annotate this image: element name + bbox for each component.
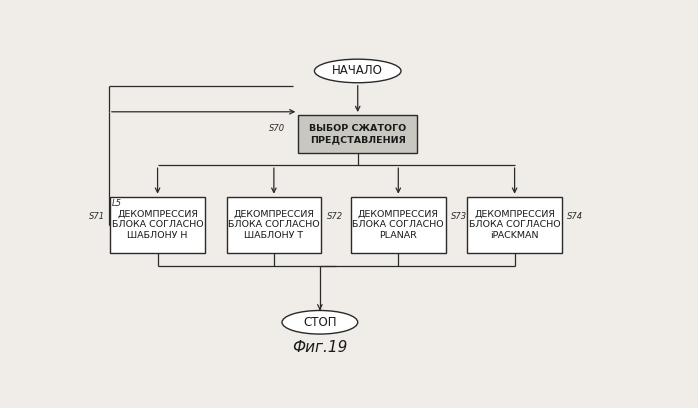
Text: S74: S74	[567, 212, 584, 221]
Text: S72: S72	[327, 212, 343, 221]
Text: ДЕКОМПРЕССИЯ
БЛОКА СОГЛАСНО
iPACKMAN: ДЕКОМПРЕССИЯ БЛОКА СОГЛАСНО iPACKMAN	[469, 209, 560, 240]
Text: ВЫБОР СЖАТОГО
ПРЕДСТАВЛЕНИЯ: ВЫБОР СЖАТОГО ПРЕДСТАВЛЕНИЯ	[309, 124, 406, 144]
Text: НАЧАЛО: НАЧАЛО	[332, 64, 383, 78]
FancyBboxPatch shape	[467, 197, 562, 253]
Text: СТОП: СТОП	[303, 316, 336, 329]
Text: S73: S73	[451, 212, 467, 221]
FancyBboxPatch shape	[227, 197, 321, 253]
FancyBboxPatch shape	[110, 197, 205, 253]
Text: ДЕКОМПРЕССИЯ
БЛОКА СОГЛАСНО
PLANAR: ДЕКОМПРЕССИЯ БЛОКА СОГЛАСНО PLANAR	[352, 209, 444, 240]
Ellipse shape	[314, 59, 401, 83]
Ellipse shape	[282, 310, 358, 334]
Text: ДЕКОМПРЕССИЯ
БЛОКА СОГЛАСНО
ШАБЛОНУ T: ДЕКОМПРЕССИЯ БЛОКА СОГЛАСНО ШАБЛОНУ T	[228, 209, 320, 240]
Text: S71: S71	[89, 212, 105, 221]
Text: S70: S70	[269, 124, 285, 133]
FancyBboxPatch shape	[351, 197, 445, 253]
FancyBboxPatch shape	[298, 115, 417, 153]
Text: L5: L5	[112, 199, 121, 208]
Text: ДЕКОМПРЕССИЯ
БЛОКА СОГЛАСНО
ШАБЛОНУ H: ДЕКОМПРЕССИЯ БЛОКА СОГЛАСНО ШАБЛОНУ H	[112, 209, 203, 240]
Text: Фиг.19: Фиг.19	[292, 340, 348, 355]
